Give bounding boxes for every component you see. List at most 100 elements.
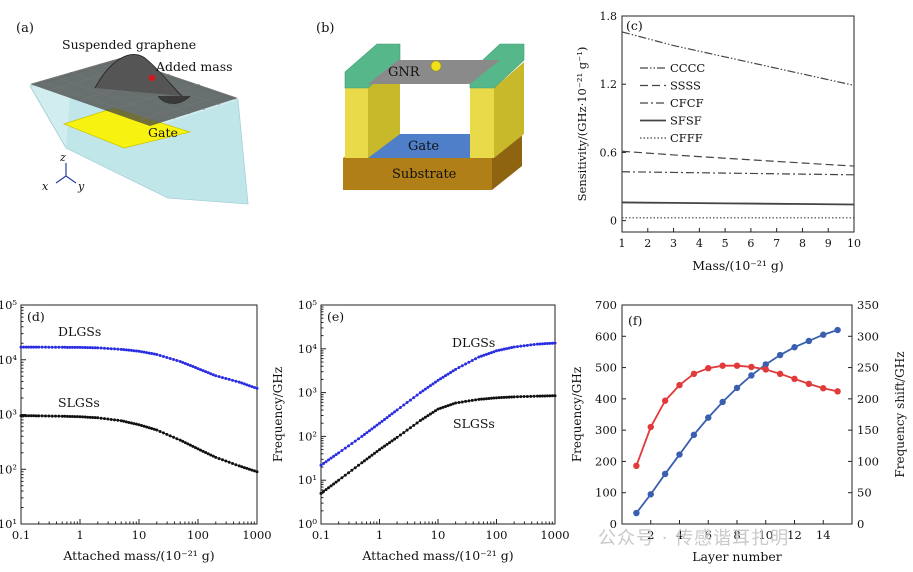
series-point-dlgss	[227, 377, 231, 381]
series-point-dlgss	[500, 348, 504, 352]
series-line-cccc	[621, 31, 855, 86]
series-point-frequency	[762, 361, 769, 368]
series-point-slgss	[175, 437, 179, 441]
panel-d-tag: (d)	[27, 309, 45, 324]
series-point-dlgss	[224, 376, 228, 380]
added-mass-dot	[148, 74, 156, 82]
series-point-dlgss	[393, 410, 397, 414]
series-point-dlgss	[124, 348, 128, 352]
series-point-dlgss	[439, 377, 443, 381]
series-point-slgss	[553, 394, 557, 398]
series-point-slgss	[467, 399, 471, 403]
series-point-slgss	[29, 414, 33, 418]
y-tick-label: 10⁵	[0, 298, 17, 312]
series-point-dlgss	[88, 346, 92, 350]
series-point-slgss	[529, 394, 533, 398]
gate-label: Gate	[408, 139, 439, 154]
y-tick-label: 10¹	[0, 517, 17, 531]
x-tick-label: 100	[486, 528, 508, 542]
series-point-slgss	[196, 447, 200, 451]
series-point-dlgss	[40, 345, 44, 349]
plot-frame	[20, 304, 258, 525]
series-point-dlgss	[388, 414, 392, 418]
series-point-dlgss	[147, 351, 151, 355]
series-point-dlgss	[515, 345, 519, 349]
series-point-slgss	[165, 432, 169, 436]
x-tick-label: 12	[787, 528, 802, 542]
series-point-dlgss	[505, 347, 509, 351]
series-point-dlgss	[324, 460, 328, 464]
series-point-dlgss	[234, 379, 238, 383]
chart-d: 0.1 1 10 100 1000 10¹ 10² 10³ 10⁴ 10⁵ (d) Attached …	[0, 298, 272, 563]
series-point-dlgss	[470, 359, 474, 363]
series-point-slgss	[408, 426, 412, 430]
y-tick-label: 10¹	[298, 473, 317, 487]
series-point-slgss	[412, 423, 416, 427]
axis-triad	[55, 163, 77, 184]
series-point-slgss	[543, 394, 547, 398]
series-point-dlgss	[209, 372, 213, 376]
series-point-dlgss	[543, 342, 547, 346]
series-point-slgss	[353, 466, 357, 470]
x-tick-label: 7	[773, 237, 780, 250]
gate-label: Gate	[148, 125, 178, 140]
y-left-tick-label: 300	[595, 423, 617, 437]
series-point-slgss	[224, 459, 228, 463]
series-point-dlgss	[512, 345, 516, 349]
series-point-slgss	[70, 415, 74, 419]
series-point-slgss	[73, 415, 77, 419]
series-point-slgss	[147, 426, 151, 430]
series-point-dlgss	[186, 363, 190, 367]
series-point-dlgss	[370, 427, 374, 431]
series-point-slgss	[510, 395, 514, 399]
series-point-slgss	[250, 468, 254, 472]
series-point-dlgss	[81, 345, 85, 349]
series-point-slgss	[19, 414, 23, 418]
series-point-dlgss	[50, 345, 54, 349]
series-point-dlgss	[467, 360, 471, 364]
series-point-slgss	[178, 438, 182, 442]
x-tick-label: 14	[816, 528, 831, 542]
series-point-slgss	[247, 467, 251, 471]
graphene-sheet	[30, 58, 238, 126]
series-point-dlgss	[362, 433, 366, 437]
graphene-label: Suspended graphene	[62, 37, 196, 52]
panel-b-tag: (b)	[316, 21, 334, 36]
series-point-dlgss	[83, 346, 87, 350]
series-point-dlgss	[474, 357, 478, 361]
series-line-dlgss	[21, 346, 258, 389]
series-point-slgss	[102, 417, 106, 421]
y-left-tick-label: 0	[610, 517, 617, 531]
series-point-slgss	[127, 420, 131, 424]
series-point-dlgss	[214, 374, 218, 378]
y-right-tick-label: 50	[857, 486, 872, 500]
series-point-dlgss	[538, 342, 542, 346]
series-point-dlgss	[142, 350, 146, 354]
series-point-dlgss	[446, 372, 450, 376]
series-point-slgss	[129, 421, 133, 425]
x-tick-label: 6	[747, 237, 754, 250]
series-point-slgss	[24, 414, 28, 418]
series-point-dlgss	[495, 349, 498, 353]
series-point-slgss	[75, 415, 79, 419]
series-point-slgss	[512, 395, 516, 399]
series-point-dlgss	[99, 346, 103, 350]
series-point-dlgss	[183, 362, 187, 366]
series-point-dlgss	[385, 416, 389, 420]
series-point-slgss	[240, 465, 244, 469]
series-point-slgss	[57, 414, 61, 418]
series-point-slgss	[540, 394, 544, 398]
series-point-slgss	[119, 419, 123, 423]
series-point-slgss	[550, 394, 554, 398]
panel-c-tag: (c)	[626, 18, 643, 33]
series-point-slgss	[142, 424, 146, 428]
series-point-dlgss	[431, 382, 435, 386]
series-point-dlgss	[428, 384, 432, 388]
series-point-slgss	[454, 401, 458, 405]
series-point-slgss	[441, 405, 445, 409]
series-point-dlgss	[380, 419, 384, 423]
gnr-label: GNR	[388, 65, 421, 80]
y-right-tick-label: 250	[857, 361, 879, 375]
series-point-dlgss	[441, 375, 445, 379]
series-point-slgss	[378, 448, 381, 452]
